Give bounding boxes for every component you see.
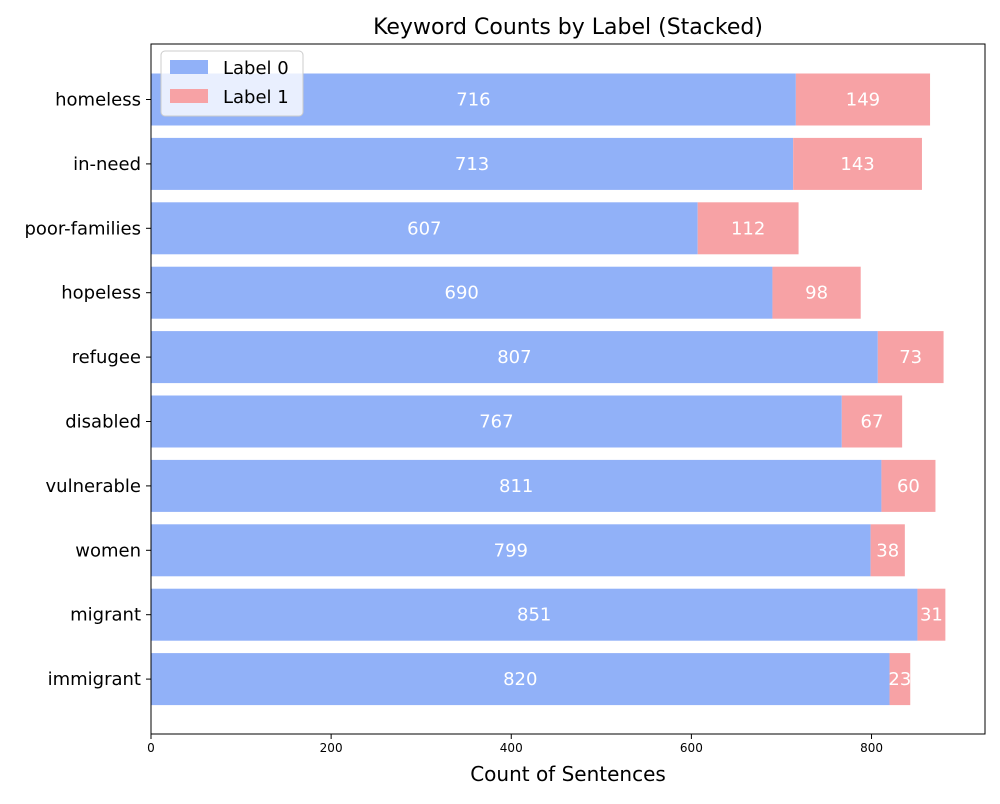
data-label-label0-homeless: 716 <box>456 90 490 111</box>
y-tick-label-women: women <box>75 540 141 561</box>
y-tick-label-refugee: refugee <box>72 347 141 368</box>
bar-label0-hopeless <box>151 266 773 319</box>
bar-label1-poor-families <box>697 202 799 255</box>
y-tick-label-hopeless: hopeless <box>61 283 141 304</box>
x-tick-label-800: 800 <box>860 741 883 755</box>
legend-text-label1: Label 1 <box>223 87 289 108</box>
bar-label1-disabled <box>841 395 903 448</box>
bar-label1-migrant <box>917 588 946 641</box>
data-label-label1-migrant: 31 <box>920 605 943 626</box>
data-label-label1-refugee: 73 <box>899 347 922 368</box>
bar-label1-women <box>870 524 905 577</box>
bar-label0-in-need <box>151 137 794 190</box>
data-label-label1-hopeless: 98 <box>805 283 828 304</box>
legend-swatch-label0 <box>170 60 208 74</box>
bar-label1-hopeless <box>772 266 861 319</box>
data-label-label1-disabled: 67 <box>861 412 884 433</box>
data-label-label0-vulnerable: 811 <box>499 476 533 497</box>
data-label-label1-in-need: 143 <box>840 154 874 175</box>
bar-label1-refugee <box>877 331 944 384</box>
bar-label0-vulnerable <box>151 459 882 512</box>
data-label-label0-immigrant: 820 <box>503 669 537 690</box>
x-axis-label: Count of Sentences <box>470 762 666 786</box>
y-tick-label-migrant: migrant <box>70 605 141 626</box>
x-tick-label-600: 600 <box>680 741 703 755</box>
data-label-label0-migrant: 851 <box>517 605 551 626</box>
data-label-label0-refugee: 807 <box>497 347 531 368</box>
data-label-label0-poor-families: 607 <box>407 218 441 239</box>
legend-swatch-label1 <box>170 89 208 103</box>
data-label-label1-women: 38 <box>876 540 899 561</box>
y-tick-label-poor-families: poor-families <box>24 218 141 239</box>
chart-title: Keyword Counts by Label (Stacked) <box>373 15 763 40</box>
bar-label0-disabled <box>151 395 842 448</box>
data-label-label0-disabled: 767 <box>479 412 513 433</box>
bar-label0-immigrant <box>151 653 890 706</box>
bar-label0-women <box>151 524 871 577</box>
bar-label1-vulnerable <box>881 459 936 512</box>
bar-label1-immigrant <box>889 653 911 706</box>
y-tick-label-disabled: disabled <box>65 412 141 433</box>
y-tick-label-in-need: in-need <box>73 154 141 175</box>
bar-label0-refugee <box>151 331 878 384</box>
y-tick-label-vulnerable: vulnerable <box>46 476 141 497</box>
x-tick-label-0: 0 <box>147 741 155 755</box>
data-label-label0-hopeless: 690 <box>445 283 479 304</box>
data-label-label0-women: 799 <box>494 540 528 561</box>
data-label-label1-vulnerable: 60 <box>897 476 920 497</box>
y-tick-label-homeless: homeless <box>55 90 141 111</box>
bar-label1-homeless <box>795 73 931 126</box>
x-tick-label-200: 200 <box>320 741 343 755</box>
data-label-label0-in-need: 713 <box>455 154 489 175</box>
legend-text-label0: Label 0 <box>223 58 289 79</box>
plot-frame <box>150 43 986 735</box>
data-label-label1-immigrant: 23 <box>888 669 911 690</box>
y-tick-label-immigrant: immigrant <box>48 669 141 690</box>
bar-label0-migrant <box>151 588 918 641</box>
bar-label0-poor-families <box>151 202 698 255</box>
legend: Label 0 Label 1 <box>160 50 304 117</box>
data-label-label1-poor-families: 112 <box>731 218 765 239</box>
x-tick-label-400: 400 <box>500 741 523 755</box>
data-label-label1-homeless: 149 <box>846 90 880 111</box>
bar-label1-in-need <box>793 137 922 190</box>
